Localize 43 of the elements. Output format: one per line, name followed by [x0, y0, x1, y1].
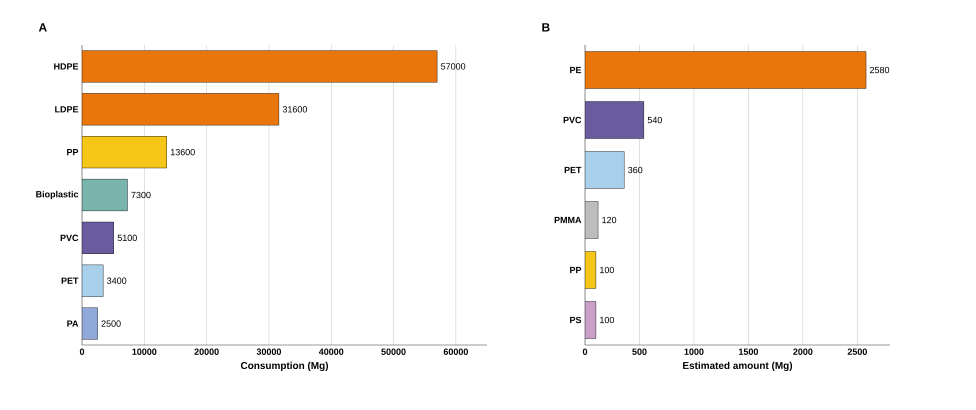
- data-label: 100: [600, 266, 614, 274]
- data-label: 5100: [118, 234, 137, 242]
- x-tick-label: 50000: [381, 348, 406, 355]
- data-label: 360: [628, 166, 642, 174]
- data-label: 2500: [102, 320, 121, 327]
- x-axis-title: Estimated amount (Mg): [683, 362, 792, 372]
- x-tick-label: 1500: [738, 348, 758, 355]
- data-label: 2580: [870, 66, 890, 74]
- data-label: 3400: [107, 278, 126, 284]
- y-tick-label: PS: [570, 316, 582, 324]
- y-tick-label: PVC: [564, 116, 582, 124]
- data-label: 31600: [282, 106, 307, 112]
- x-tick-label: 30000: [256, 348, 282, 355]
- y-tick-label: PA: [67, 320, 78, 327]
- x-tick-label: 40000: [318, 348, 344, 355]
- chart-title: B: [542, 23, 550, 32]
- data-label: 13600: [170, 148, 195, 156]
- x-tick-label: 2000: [793, 348, 812, 355]
- y-tick-label: Bioplastic: [36, 190, 78, 200]
- x-tick-label: 10000: [132, 348, 156, 355]
- y-tick-label: PP: [570, 266, 582, 274]
- x-tick-label: 20000: [194, 348, 219, 355]
- data-label: 7300: [131, 192, 151, 198]
- y-tick-label: PP: [67, 149, 78, 156]
- y-tick-label: PET: [564, 166, 582, 174]
- data-label: 120: [602, 216, 616, 224]
- x-tick-label: 60000: [444, 348, 468, 355]
- x-tick-label: 1000: [684, 348, 704, 355]
- data-label: 540: [648, 116, 662, 124]
- y-tick-label: PE: [570, 66, 582, 74]
- x-tick-label: 0: [80, 348, 84, 355]
- x-axis-title: Consumption (Mg): [240, 362, 328, 372]
- chart-title: A: [38, 23, 47, 32]
- x-tick-label: 2500: [848, 348, 867, 355]
- y-tick-label: PVC: [60, 234, 78, 242]
- x-tick-label: 500: [632, 348, 647, 355]
- y-tick-label: PET: [62, 278, 78, 284]
- data-label: 100: [600, 316, 614, 324]
- y-tick-label: HDPE: [54, 63, 78, 70]
- y-tick-label: PMMA: [554, 216, 582, 224]
- data-label: 57000: [441, 63, 466, 70]
- y-tick-label: LDPE: [55, 106, 78, 112]
- x-tick-label: 0: [582, 348, 588, 355]
